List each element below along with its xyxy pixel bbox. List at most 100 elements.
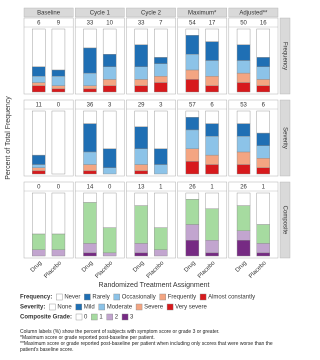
count-label: 6 [262, 103, 266, 109]
bar-segment [236, 230, 251, 241]
bar-segment [236, 28, 251, 45]
bar-segment [256, 110, 270, 134]
count-label: 33 [138, 21, 145, 27]
page: Percent of Total Frequency Randomized Tr… [5, 7, 291, 353]
bar-segment [205, 41, 219, 61]
count-label: 50 [240, 21, 247, 27]
bar-segment [134, 110, 148, 127]
bar-segment [83, 252, 97, 257]
legend-title: Composite Grade: [20, 315, 72, 321]
bar-segment [102, 167, 117, 175]
x-tick-label: Placebo [146, 260, 166, 280]
row-label: Severity [281, 127, 287, 149]
legend-swatch [49, 303, 56, 311]
bar-segment [134, 126, 148, 149]
count-label: 0 [108, 185, 112, 191]
bar-segment [185, 224, 200, 241]
count-label: 26 [240, 185, 247, 191]
bar-segment [32, 167, 46, 172]
bar-segment [83, 72, 97, 86]
bar-segment [185, 240, 200, 257]
panel [228, 181, 279, 259]
bar-segment [32, 76, 46, 83]
count-label: 57 [189, 103, 196, 109]
count-label: 26 [189, 185, 196, 191]
bar-segment [32, 66, 46, 77]
bar-segment [102, 227, 117, 254]
bar-segment [256, 192, 270, 225]
bar-segment [205, 60, 219, 77]
count-label: 7 [159, 21, 163, 27]
count-label: 0 [37, 185, 41, 191]
count-label: 36 [87, 103, 94, 109]
x-tick-label: Placebo [248, 260, 268, 280]
bar-segment [236, 72, 251, 83]
legend-swatch [135, 303, 143, 311]
bar-segment [256, 57, 270, 67]
bar-segment [51, 69, 66, 77]
count-label: 3 [108, 103, 112, 109]
count-label: 0 [57, 103, 61, 109]
bar-segment [236, 151, 251, 165]
bar-segment [256, 243, 270, 254]
bar-segment [83, 164, 97, 172]
legend-swatch [84, 293, 91, 301]
legend-swatch [91, 313, 98, 321]
bar-segment [205, 208, 219, 241]
x-tick-label: Placebo [43, 260, 63, 280]
bar-segment [256, 66, 270, 80]
count-label: 16 [260, 21, 267, 27]
legend-label: Never [64, 295, 80, 301]
bar-segment [102, 66, 117, 80]
count-label: 1 [210, 185, 214, 191]
legend-swatch [75, 313, 83, 321]
legend-label: Very severe [175, 305, 207, 311]
bar-segment [236, 164, 251, 175]
bar-segment [83, 243, 97, 254]
legend-label: 2 [115, 315, 119, 321]
bar-segment [102, 85, 117, 93]
count-label: 54 [189, 21, 196, 27]
x-axis-title: Randomized Treatment Assignment [99, 282, 210, 289]
bar-segment [205, 76, 219, 86]
bar-segment [134, 85, 148, 93]
bar-segment [205, 154, 219, 165]
bar-segment [236, 205, 251, 232]
x-tick-label: Drug [81, 260, 94, 273]
bar-segment [185, 192, 200, 200]
bar-segment [51, 249, 66, 257]
panel [177, 17, 228, 95]
legend-label: 0 [84, 315, 88, 321]
bar-segment [32, 85, 46, 93]
bar-segment [154, 76, 168, 83]
bar-segment [185, 161, 200, 175]
bar-segment [83, 202, 97, 244]
bar-segment [185, 69, 200, 80]
legend-swatch [56, 293, 63, 301]
column-strip [177, 7, 228, 18]
x-tick-label: Drug [183, 260, 196, 273]
bar-segment [32, 170, 46, 175]
bar-segment [51, 88, 66, 93]
x-tick-label: Drug [30, 260, 43, 273]
bar-segment [51, 233, 66, 250]
bar-segment [134, 28, 148, 45]
panel [23, 17, 74, 95]
bar-segment [32, 110, 46, 156]
footnote: *Maximum score or grade reported post-ba… [20, 335, 155, 341]
bar-segment [236, 60, 251, 74]
bar-segment [154, 227, 168, 250]
bar-segment [256, 224, 270, 244]
panel [126, 181, 176, 259]
legend-label: Severe [144, 305, 164, 311]
panel [126, 99, 176, 177]
bar-segment [134, 205, 148, 244]
legend-swatch [121, 313, 129, 321]
bar-segment [134, 170, 148, 175]
count-label: 9 [57, 21, 61, 27]
bar-segment [51, 28, 66, 71]
bar-segment [154, 148, 168, 165]
legend-label: Almost constantly [208, 295, 255, 301]
bar-segment [205, 28, 219, 42]
bar-segment [236, 110, 251, 124]
